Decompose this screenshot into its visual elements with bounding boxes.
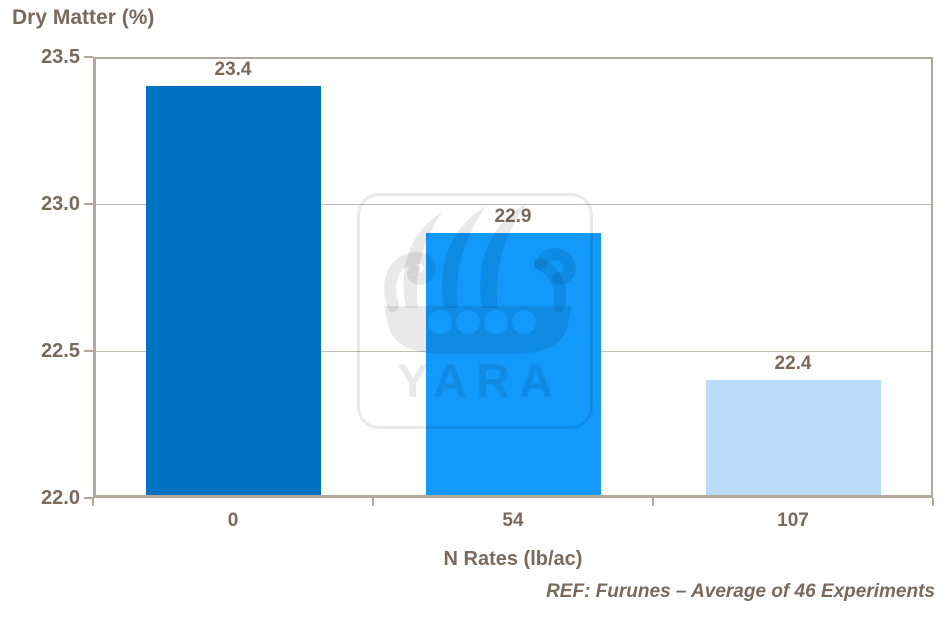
y-tick-mark — [84, 203, 93, 205]
plot-area: 23.4 22.9 22.4 — [93, 57, 933, 498]
y-tick-mark — [84, 350, 93, 352]
chart-title: Dry Matter (%) — [12, 6, 155, 29]
bar-value-label: 22.4 — [774, 353, 812, 375]
bar-value-label: 22.9 — [494, 206, 532, 228]
x-tick-mark — [652, 498, 654, 506]
y-tick-mark — [84, 497, 93, 499]
y-tick-label: 23.5 — [41, 46, 80, 68]
reference-caption: REF: Furunes – Average of 46 Experiments — [546, 581, 935, 602]
x-tick-mark — [92, 498, 94, 506]
x-category-label: 107 — [777, 510, 809, 531]
y-tick-label: 23.0 — [41, 193, 80, 215]
bar-54 — [425, 233, 601, 498]
bar-107 — [705, 380, 881, 498]
x-axis-title: N Rates (lb/ac) — [443, 548, 583, 570]
y-tick-mark — [84, 56, 93, 58]
y-tick-label: 22.0 — [41, 487, 80, 509]
bar-value-label: 23.4 — [214, 59, 252, 81]
x-category-label: 54 — [502, 510, 524, 531]
bar-0 — [145, 86, 321, 498]
x-tick-mark — [372, 498, 374, 506]
x-category-label: 0 — [227, 510, 239, 531]
x-tick-mark — [932, 498, 934, 506]
y-tick-label: 22.5 — [41, 340, 80, 362]
gridline — [93, 204, 933, 205]
